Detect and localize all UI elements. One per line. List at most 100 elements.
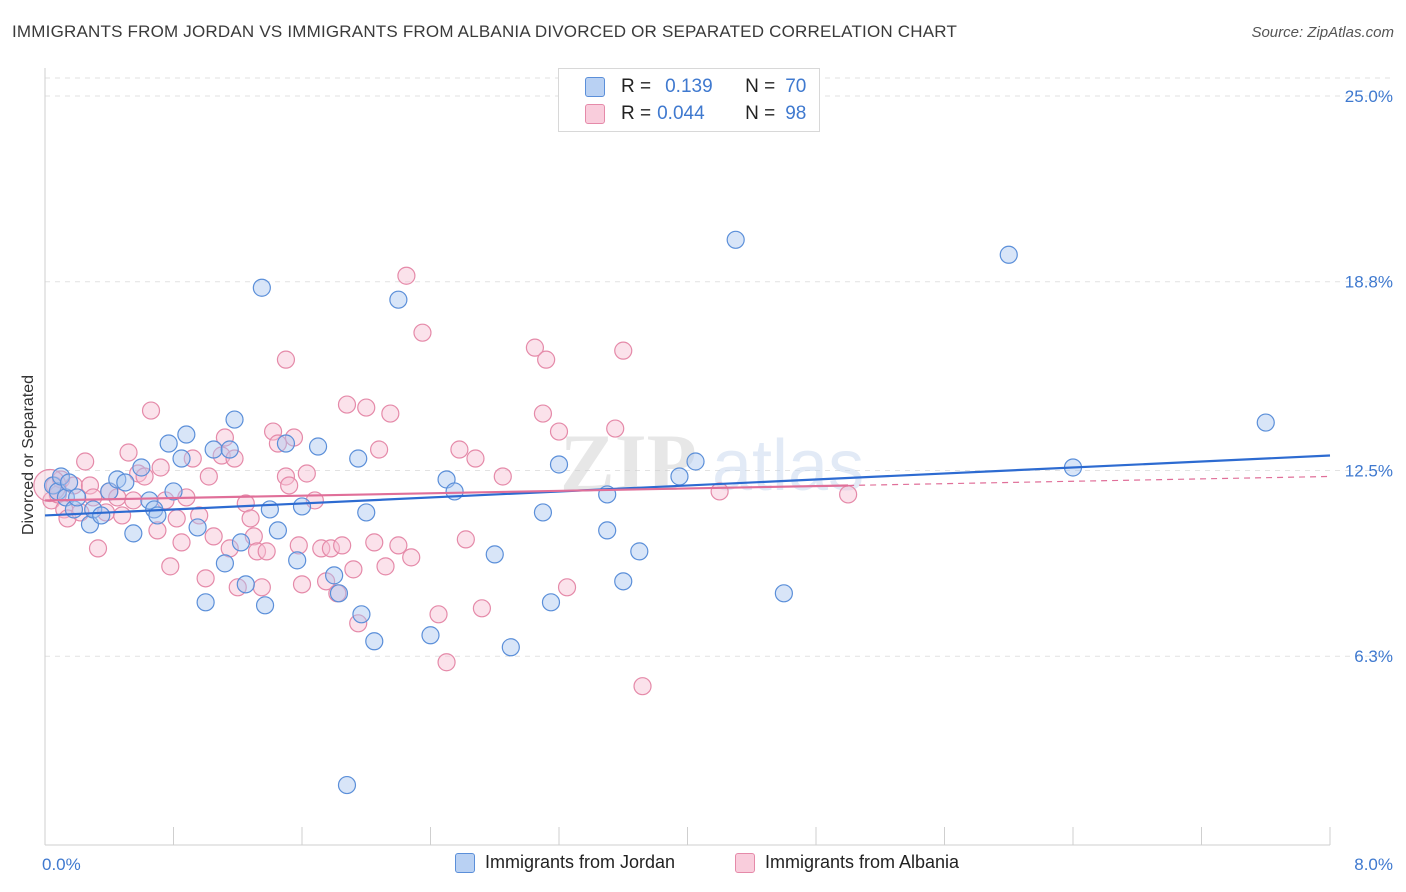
albania-point (196, 569, 215, 588)
axes (44, 68, 1331, 846)
albania-point (88, 539, 108, 558)
jordan-point (196, 593, 215, 612)
albania-point (533, 404, 553, 423)
jordan-point (365, 632, 384, 651)
albania-point (402, 548, 421, 567)
series-legend: Immigrants from Jordan Immigrants from A… (0, 852, 1406, 878)
jordan-point (1256, 413, 1275, 432)
albania-point (199, 467, 218, 486)
albania-point (257, 542, 276, 561)
albania-point (151, 458, 170, 477)
jordan-point (260, 500, 279, 519)
legend-swatch-jordan (585, 77, 605, 97)
legend-n-value-jordan: 70 (785, 76, 807, 97)
albania-point (321, 539, 341, 558)
albania-point (119, 443, 138, 462)
jordan-point (308, 437, 328, 456)
jordan-point (686, 452, 705, 471)
jordan-point (349, 449, 368, 468)
albania-point (633, 677, 652, 696)
jordan-point (236, 575, 255, 594)
albania-point (167, 509, 186, 528)
albania-point (252, 578, 271, 597)
albania-point (141, 401, 161, 420)
legend-n-value-albania: 98 (785, 103, 807, 124)
series-legend-albania[interactable]: Immigrants from Albania (735, 852, 959, 873)
albania-point (289, 536, 308, 555)
x-tick-label: 0.0% (42, 855, 81, 874)
jordan-point (501, 638, 520, 657)
albania-point (276, 350, 296, 369)
jordan-point (485, 545, 504, 564)
jordan-point (276, 434, 296, 453)
legend-swatch-albania (585, 104, 605, 124)
jordan-point (421, 626, 440, 645)
y-tick-label: 18.8% (1345, 273, 1393, 292)
jordan-point (132, 458, 151, 477)
albania-point (263, 422, 283, 441)
legend-r-label: R = (621, 103, 652, 124)
source-label: Source: ZipAtlas.com (1251, 24, 1394, 41)
albania-point (557, 578, 577, 597)
jordan-point (726, 230, 745, 249)
y-tick-label: 12.5% (1345, 461, 1393, 480)
jordan-point (204, 440, 223, 459)
albania-point (397, 266, 416, 285)
albania-point (370, 440, 389, 459)
albania-point (112, 506, 132, 525)
series-swatch-jordan (455, 852, 475, 873)
albania-point (280, 476, 299, 495)
series-legend-jordan[interactable]: Immigrants from Jordan (455, 852, 675, 873)
jordan-point (999, 245, 1018, 264)
jordan-point (140, 491, 159, 510)
albania-point (614, 341, 633, 360)
albania-point (292, 575, 312, 594)
watermark-atlas: atlas (712, 426, 864, 506)
y-axis-title: Divorced or Separated (20, 375, 37, 535)
jordan-point (59, 473, 79, 492)
jordan-point (774, 584, 793, 603)
jordan-point (172, 449, 191, 468)
jordan-point (220, 440, 239, 459)
albania-point (312, 539, 331, 558)
jordan-point (357, 503, 376, 522)
legend-n-label: N = (745, 76, 776, 97)
jordan-point (177, 425, 196, 444)
albania-point (525, 338, 545, 357)
jordan-point (533, 503, 553, 522)
albania-point (172, 533, 191, 552)
watermark-zip: ZIP (560, 417, 697, 508)
jordan-point (541, 593, 561, 612)
albania-point (215, 428, 234, 447)
legend-r-value-jordan: 0.139 (665, 76, 713, 97)
albania-point (839, 485, 858, 504)
albania-point (297, 464, 316, 483)
legend-n-label: N = (745, 103, 776, 124)
y-tick-label: 25.0% (1345, 87, 1393, 106)
albania-point (493, 467, 512, 486)
albania-point (225, 449, 244, 468)
watermark: ZIP atlas (560, 417, 864, 508)
albania-trend-extension (848, 475, 1331, 487)
albania-point (247, 542, 267, 561)
legend-r-label: R = (621, 76, 652, 97)
albania-point (204, 527, 223, 546)
jordan-point (389, 290, 408, 309)
albania-point (148, 521, 167, 540)
albania-point (537, 350, 556, 369)
jordan-point (116, 473, 135, 492)
chart-title: IMMIGRANTS FROM JORDAN VS IMMIGRANTS FRO… (12, 22, 958, 41)
jordan-points (43, 230, 1275, 795)
jordan-point (231, 533, 251, 552)
tick-labels: 6.3% 12.5% 18.8% 25.0% 0.0% 8.0% (42, 87, 1393, 874)
jordan-point (670, 467, 689, 486)
albania-point (413, 323, 432, 342)
albania-point (357, 398, 376, 417)
albania-point (549, 422, 569, 441)
jordan-point (255, 596, 275, 615)
jordan-point (159, 434, 178, 453)
albania-point (365, 533, 384, 552)
jordan-point (549, 455, 569, 474)
jordan-point (337, 775, 357, 795)
albania-point (124, 491, 143, 510)
